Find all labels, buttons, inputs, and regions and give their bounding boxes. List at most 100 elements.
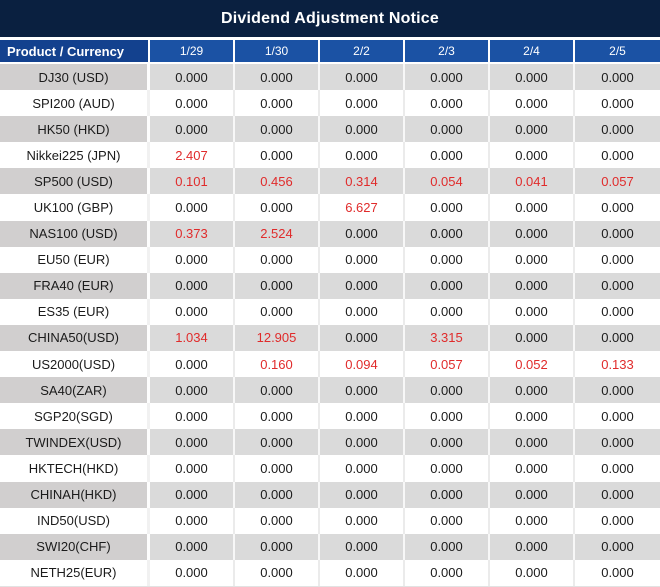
- table-row: SPI200 (AUD) 0.000 0.000 0.000 0.000 0.000 0.0…: [0, 90, 660, 117]
- value-cell: 0.000: [320, 481, 405, 508]
- product-cell: SWI20(CHF): [0, 533, 150, 560]
- product-cell: SGP20(SGD): [0, 403, 150, 430]
- table-row: HK50 (HKD) 0.000 0.000 0.000 0.000 0.000 0.000: [0, 116, 660, 143]
- value-cell: 0.057: [405, 351, 490, 378]
- value-cell: 0.000: [575, 220, 660, 247]
- product-cell: HKTECH(HKD): [0, 455, 150, 482]
- value-cell: 0.000: [575, 272, 660, 299]
- product-cell: ES35 (EUR): [0, 298, 150, 325]
- product-cell: NETH25(EUR): [0, 559, 150, 586]
- value-cell: 0.000: [320, 403, 405, 430]
- table-row: IND50(USD) 0.000 0.000 0.000 0.000 0.000 0.000: [0, 507, 660, 534]
- value-cell: 0.000: [320, 533, 405, 560]
- value-cell: 0.000: [575, 246, 660, 273]
- table-row: SGP20(SGD) 0.000 0.000 0.000 0.000 0.000 0.000: [0, 403, 660, 430]
- value-cell: 0.000: [575, 559, 660, 586]
- value-cell: 0.000: [405, 272, 490, 299]
- value-cell: 0.000: [405, 481, 490, 508]
- column-header-date: 2/2: [320, 40, 405, 62]
- value-cell: 0.000: [490, 377, 575, 404]
- product-cell: DJ30 (USD): [0, 64, 150, 91]
- value-cell: 0.000: [150, 403, 235, 430]
- value-cell: 0.000: [490, 142, 575, 169]
- value-cell: 0.000: [490, 116, 575, 143]
- value-cell: 0.000: [405, 194, 490, 221]
- value-cell: 3.315: [405, 324, 490, 352]
- value-cell: 0.000: [490, 246, 575, 273]
- value-cell: 0.000: [150, 298, 235, 325]
- value-cell: 0.000: [320, 455, 405, 482]
- value-cell: 0.057: [575, 168, 660, 195]
- value-cell: 0.000: [405, 533, 490, 560]
- value-cell: 1.034: [150, 324, 235, 352]
- table-row: CHINAH(HKD) 0.000 0.000 0.000 0.000 0.000 0.00…: [0, 481, 660, 508]
- value-cell: 0.000: [575, 507, 660, 534]
- value-cell: 0.000: [490, 220, 575, 247]
- value-cell: 0.000: [320, 116, 405, 143]
- product-cell: US2000(USD): [0, 351, 150, 378]
- value-cell: 0.000: [150, 481, 235, 508]
- value-cell: 0.000: [150, 246, 235, 273]
- value-cell: 0.000: [320, 90, 405, 117]
- value-cell: 0.000: [405, 220, 490, 247]
- column-header-date: 2/3: [405, 40, 490, 62]
- value-cell: 0.000: [235, 559, 320, 586]
- table-row: SA40(ZAR) 0.000 0.000 0.000 0.000 0.000 0.000: [0, 377, 660, 404]
- value-cell: 0.000: [490, 507, 575, 534]
- product-cell: FRA40 (EUR): [0, 272, 150, 299]
- value-cell: 0.000: [150, 90, 235, 117]
- value-cell: 0.054: [405, 168, 490, 195]
- value-cell: 12.905: [235, 324, 320, 352]
- value-cell: 0.000: [575, 481, 660, 508]
- value-cell: 0.000: [490, 559, 575, 586]
- value-cell: 0.000: [405, 377, 490, 404]
- value-cell: 0.000: [320, 324, 405, 352]
- table-row: NETH25(EUR) 0.000 0.000 0.000 0.000 0.000 0.00…: [0, 559, 660, 587]
- product-cell: Nikkei225 (JPN): [0, 142, 150, 169]
- value-cell: 0.000: [405, 559, 490, 586]
- value-cell: 0.000: [575, 116, 660, 143]
- value-cell: 0.000: [150, 351, 235, 378]
- value-cell: 0.000: [150, 455, 235, 482]
- value-cell: 0.314: [320, 168, 405, 195]
- product-cell: SA40(ZAR): [0, 377, 150, 404]
- value-cell: 0.000: [320, 507, 405, 534]
- value-cell: 0.000: [405, 142, 490, 169]
- value-cell: 0.000: [490, 429, 575, 456]
- value-cell: 0.000: [235, 64, 320, 91]
- value-cell: 0.000: [405, 64, 490, 91]
- value-cell: 0.000: [150, 507, 235, 534]
- table-row: NAS100 (USD) 0.373 2.524 0.000 0.000 0.000 0.0…: [0, 220, 660, 247]
- table-row: CHINA50(USD) 1.034 12.905 0.000 3.315 0.000 0.…: [0, 324, 660, 352]
- value-cell: 0.000: [235, 403, 320, 430]
- table-row: US2000(USD) 0.000 0.160 0.094 0.057 0.052 0.13…: [0, 351, 660, 378]
- column-header-product-currency: Product / Currency: [0, 40, 150, 62]
- table-row: SP500 (USD) 0.101 0.456 0.314 0.054 0.041 0.05…: [0, 168, 660, 195]
- value-cell: 0.000: [575, 298, 660, 325]
- value-cell: 0.000: [490, 194, 575, 221]
- value-cell: 0.000: [235, 377, 320, 404]
- product-cell: CHINAH(HKD): [0, 481, 150, 508]
- value-cell: 0.000: [490, 324, 575, 352]
- value-cell: 0.000: [150, 194, 235, 221]
- value-cell: 0.000: [320, 298, 405, 325]
- value-cell: 0.000: [235, 429, 320, 456]
- value-cell: 0.000: [405, 429, 490, 456]
- value-cell: 6.627: [320, 194, 405, 221]
- value-cell: 0.000: [405, 455, 490, 482]
- value-cell: 0.000: [235, 90, 320, 117]
- value-cell: 0.000: [150, 559, 235, 586]
- value-cell: 0.000: [150, 533, 235, 560]
- value-cell: 0.000: [575, 533, 660, 560]
- value-cell: 0.000: [575, 324, 660, 352]
- column-header-date: 2/4: [490, 40, 575, 62]
- value-cell: 0.101: [150, 168, 235, 195]
- table-row: HKTECH(HKD) 0.000 0.000 0.000 0.000 0.000 0.00…: [0, 455, 660, 482]
- value-cell: 0.000: [235, 455, 320, 482]
- table-row: DJ30 (USD) 0.000 0.000 0.000 0.000 0.000 0.000: [0, 64, 660, 91]
- value-cell: 0.000: [405, 298, 490, 325]
- column-header-date: 1/29: [150, 40, 235, 62]
- value-cell: 0.000: [320, 272, 405, 299]
- value-cell: 0.000: [575, 90, 660, 117]
- value-cell: 0.000: [320, 220, 405, 247]
